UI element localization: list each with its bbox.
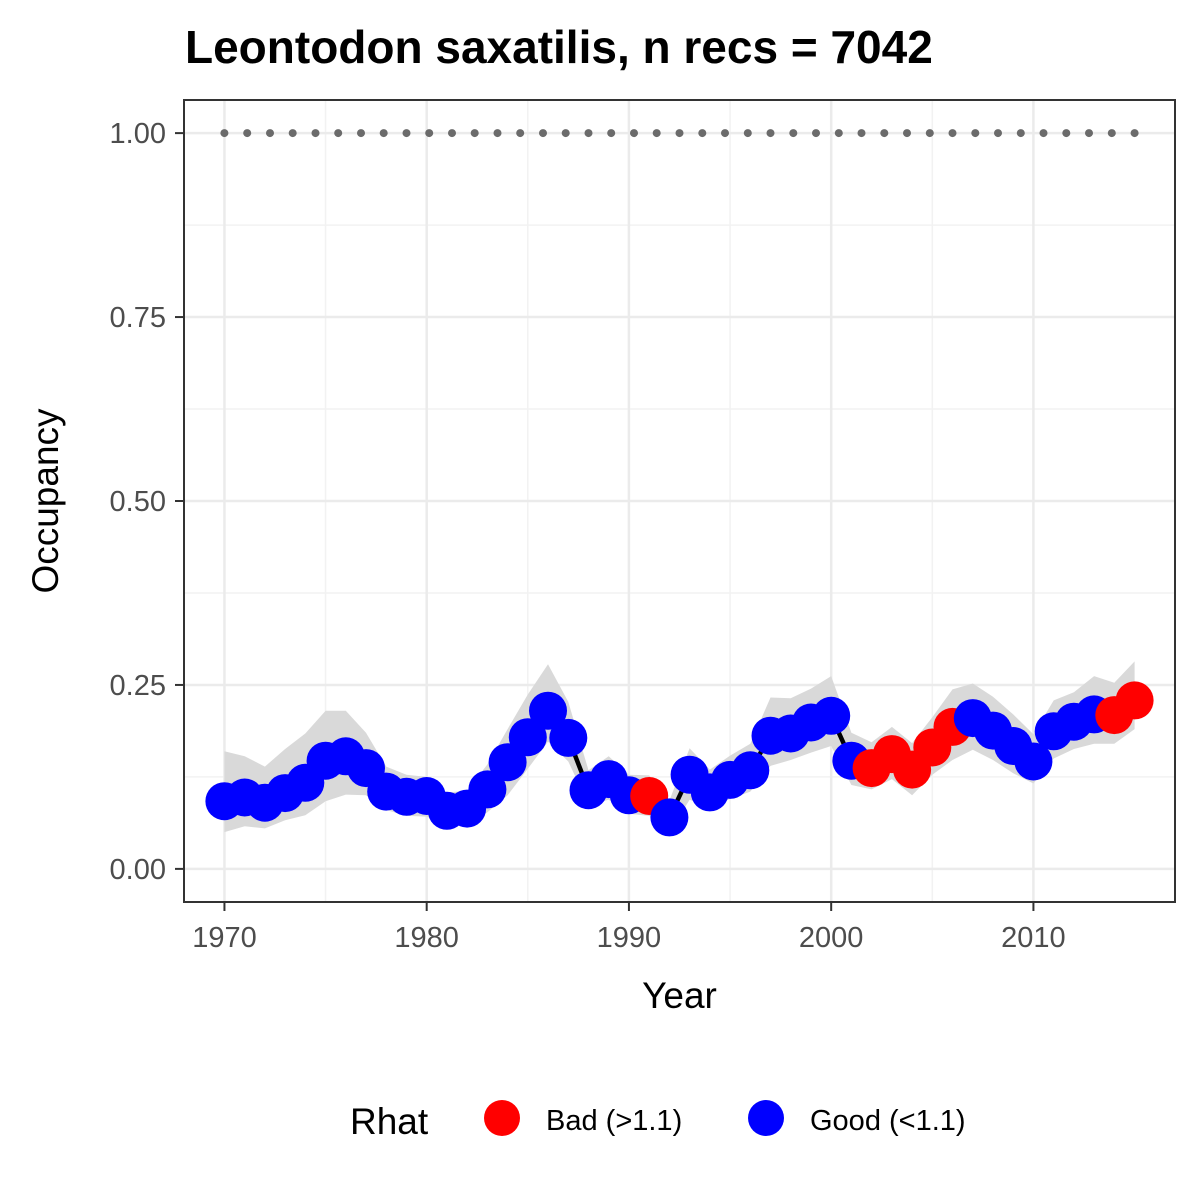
- data-point-2015-bad: [1115, 681, 1154, 720]
- reference-dot: [334, 129, 343, 138]
- reference-dot: [880, 129, 889, 138]
- reference-dot: [470, 129, 479, 138]
- x-tick-label: 2010: [1001, 922, 1066, 954]
- reference-dot: [243, 129, 252, 138]
- reference-dot: [675, 129, 684, 138]
- legend: Rhat Bad (>1.1) Good (<1.1): [350, 1100, 966, 1142]
- legend-key-good: [748, 1100, 784, 1136]
- reference-dot: [584, 129, 593, 138]
- axes: 0.00 0.25 0.50 0.75 1.00 1970 1980 1990 2000 2010: [110, 118, 1066, 954]
- reference-dot: [1107, 129, 1116, 138]
- point-layer: [205, 681, 1154, 837]
- reference-dot: [379, 129, 388, 138]
- x-tick-label: 1980: [394, 922, 459, 954]
- reference-dot: [357, 129, 365, 138]
- reference-dot: [402, 129, 411, 138]
- reference-dot: [994, 129, 1002, 138]
- reference-dot: [766, 129, 775, 138]
- legend-title: Rhat: [350, 1101, 429, 1142]
- y-tick-label: 0.75: [110, 302, 166, 334]
- y-axis-title: Occupancy: [25, 408, 66, 594]
- reference-dot: [971, 129, 980, 138]
- reference-dot: [266, 129, 274, 138]
- reference-dot: [607, 129, 616, 138]
- data-point-1983-good: [468, 770, 507, 809]
- reference-dot: [652, 129, 661, 138]
- data-point-1986-good: [529, 691, 567, 730]
- legend-key-bad: [484, 1100, 520, 1136]
- y-tick-label: 0.00: [110, 854, 166, 886]
- confidence-ribbon-layer: [224, 661, 1135, 833]
- reference-dot: [448, 129, 456, 138]
- reference-dot: [630, 129, 638, 138]
- data-point-1996-good: [731, 751, 770, 790]
- reference-dot: [561, 129, 570, 138]
- reference-dot: [539, 129, 547, 138]
- y-tick-label: 0.25: [110, 670, 166, 702]
- reference-dot: [493, 129, 502, 138]
- data-point-1987-good: [549, 718, 588, 757]
- reference-dot: [425, 129, 434, 138]
- chart-title: Leontodon saxatilis, n recs = 7042: [185, 21, 933, 73]
- reference-dot: [721, 129, 729, 138]
- data-point-1985-good: [508, 718, 547, 757]
- x-tick-label: 1990: [597, 922, 662, 954]
- legend-label-bad: Bad (>1.1): [546, 1105, 682, 1137]
- reference-dot: [948, 129, 957, 138]
- reference-dot: [698, 129, 707, 138]
- reference-dot: [903, 129, 911, 138]
- reference-dot: [311, 129, 320, 138]
- y-tick-label: 1.00: [110, 118, 166, 150]
- reference-dot: [1085, 129, 1093, 138]
- reference-dot: [220, 129, 229, 138]
- reference-dot: [1016, 129, 1025, 138]
- y-tick-label: 0.50: [110, 486, 166, 518]
- data-point-2010-good: [1014, 742, 1053, 781]
- reference-dot: [1062, 129, 1071, 138]
- reference-dot: [516, 129, 525, 138]
- confidence-ribbon: [224, 661, 1135, 833]
- reference-dot: [743, 129, 752, 138]
- reference-dot: [1130, 129, 1139, 138]
- x-tick-label: 2000: [799, 922, 864, 954]
- reference-line-layer: [220, 129, 1139, 138]
- reference-dot: [1039, 129, 1048, 138]
- reference-dot: [288, 129, 297, 138]
- data-point-2000-good: [812, 696, 851, 735]
- reference-dot: [834, 129, 843, 138]
- data-point-1992-good: [650, 798, 689, 837]
- reference-dot: [812, 129, 820, 138]
- reference-dot: [789, 129, 798, 138]
- x-tick-label: 1970: [192, 922, 257, 954]
- reference-dot: [857, 129, 866, 138]
- reference-dot: [925, 129, 934, 138]
- legend-label-good: Good (<1.1): [810, 1105, 966, 1137]
- x-axis-title: Year: [642, 975, 717, 1016]
